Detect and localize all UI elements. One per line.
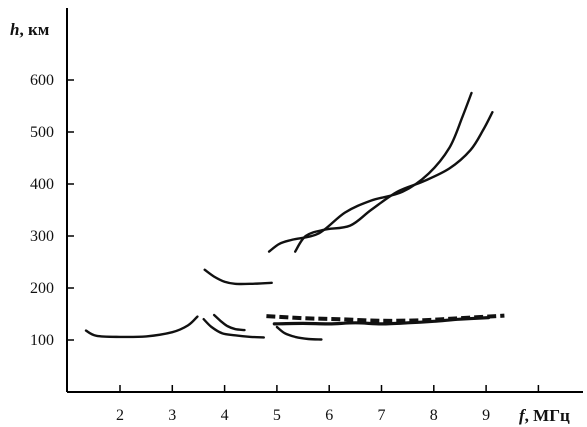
y-axis-label: h, км (10, 20, 50, 39)
x-tick-label: 6 (325, 407, 333, 424)
x-axis-unit: , МГц (525, 406, 570, 425)
trace-line-5 (275, 325, 323, 341)
x-tick-label: 4 (221, 407, 229, 424)
y-axis-symbol: h (10, 20, 19, 39)
x-tick-label: 9 (482, 407, 490, 424)
x-tick-label: 7 (378, 407, 386, 424)
y-axis-unit: , км (19, 20, 49, 39)
axes: 2 3 4 5 6 7 8 9 100 200 300 400 500 600 (30, 8, 583, 424)
x-tick-label: 5 (273, 407, 281, 424)
trace-line-9 (294, 111, 494, 253)
y-tick-label: 100 (30, 332, 54, 349)
y-tick-label: 300 (30, 228, 54, 245)
x-ticks: 2 3 4 5 6 7 8 9 (116, 385, 540, 424)
x-tick-label: 3 (168, 407, 176, 424)
y-ticks: 100 200 300 400 500 600 (30, 72, 74, 349)
traces (84, 91, 505, 341)
y-tick-label: 600 (30, 72, 54, 89)
trace-line-4 (203, 268, 273, 286)
y-tick-label: 500 (30, 124, 54, 141)
y-tick-label: 400 (30, 176, 54, 193)
x-tick-label: 2 (116, 407, 124, 424)
x-tick-label: 8 (430, 407, 438, 424)
x-axis-symbol: f (519, 406, 527, 425)
y-tick-label: 200 (30, 280, 54, 297)
trace-line-3 (212, 313, 246, 332)
trace-line-2 (202, 318, 265, 339)
trace-line-1 (84, 315, 199, 339)
trace-line-8 (267, 91, 473, 253)
x-axis-label: f, МГц (519, 406, 570, 425)
